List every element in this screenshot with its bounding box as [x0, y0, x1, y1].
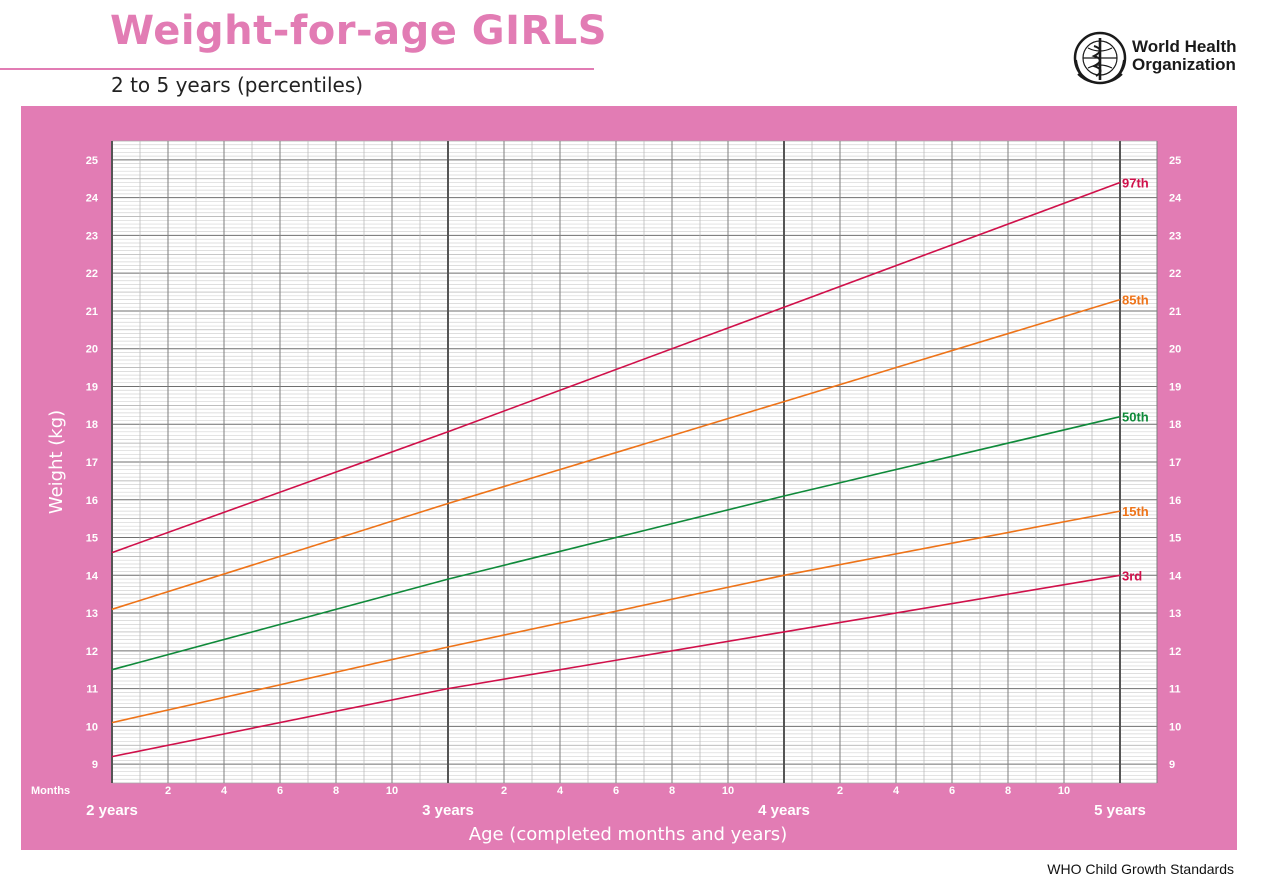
- y-tick-label-right: 23: [1169, 230, 1181, 242]
- y-tick-label-right: 11: [1169, 684, 1181, 696]
- y-tick-label-left: 12: [86, 646, 98, 658]
- series-line-85th: [111, 298, 1121, 611]
- y-tick-label-left: 22: [86, 268, 98, 280]
- y-tick-label-right: 13: [1169, 608, 1181, 620]
- x-tick-label: 4: [893, 785, 900, 797]
- y-tick-label-right: 16: [1169, 495, 1181, 507]
- y-tick-label-left: 17: [86, 457, 98, 469]
- y-tick-label-left: 11: [86, 684, 98, 696]
- y-tick-label-right: 10: [1169, 721, 1181, 733]
- y-tick-label-left: 25: [86, 155, 98, 167]
- y-tick-label-left: 13: [86, 608, 98, 620]
- series-line-15th: [111, 510, 1121, 724]
- y-tick-label-right: 18: [1169, 419, 1181, 431]
- x-year-label: 3 years: [422, 802, 474, 819]
- series-label-50th: 50th: [1122, 410, 1149, 425]
- y-tick-label-left: 23: [86, 230, 98, 242]
- x-year-label: 4 years: [758, 802, 810, 819]
- y-tick-label-left: 18: [86, 419, 98, 431]
- x-tick-label: 10: [1058, 785, 1070, 797]
- y-tick-label-left: 21: [86, 306, 98, 318]
- y-tick-label-right: 15: [1169, 533, 1181, 545]
- x-tick-label: 6: [277, 785, 283, 797]
- series-line-3rd: [111, 574, 1121, 758]
- x-tick-label: 10: [722, 785, 734, 797]
- footer-credit: WHO Child Growth Standards: [1047, 861, 1234, 877]
- x-axis-title: Age (completed months and years): [469, 824, 787, 845]
- x-tick-label: 4: [221, 785, 228, 797]
- x-tick-label: 6: [613, 785, 619, 797]
- y-axis-title: Weight (kg): [46, 410, 67, 514]
- organization-name: World Health Organization: [1132, 38, 1237, 74]
- x-tick-label: 8: [669, 785, 675, 797]
- y-tick-label-right: 25: [1169, 155, 1181, 167]
- series-label-15th: 15th: [1122, 504, 1149, 519]
- chart-subtitle: 2 to 5 years (percentiles): [111, 73, 364, 97]
- y-tick-label-left: 14: [86, 570, 99, 582]
- organization-name-line1: World Health: [1132, 37, 1237, 56]
- x-tick-label: 2: [837, 785, 843, 797]
- y-tick-label-right: 19: [1169, 381, 1181, 393]
- organization-name-line2: Organization: [1132, 55, 1236, 74]
- y-tick-label-right: 12: [1169, 646, 1181, 658]
- y-tick-label-left: 9: [92, 759, 98, 771]
- x-tick-label: 4: [557, 785, 564, 797]
- vertical-grid: [111, 141, 1121, 783]
- series-label-85th: 85th: [1122, 293, 1149, 308]
- series-label-3rd: 3rd: [1122, 568, 1142, 583]
- y-tick-label-left: 10: [86, 721, 98, 733]
- y-tick-label-right: 17: [1169, 457, 1181, 469]
- x-tick-label: 10: [386, 785, 398, 797]
- x-tick-label: 2: [165, 785, 171, 797]
- horizontal-grid: [112, 140, 1157, 784]
- y-tick-label-right: 21: [1169, 306, 1181, 318]
- y-tick-label-right: 14: [1169, 570, 1182, 582]
- y-tick-label-left: 16: [86, 495, 98, 507]
- y-tick-label-right: 20: [1169, 344, 1181, 356]
- series-line-97th: [111, 181, 1121, 554]
- y-tick-label-right: 24: [1169, 193, 1182, 205]
- title-divider: [0, 68, 594, 70]
- x-year-label: 2 years: [86, 802, 138, 819]
- series-label-97th: 97th: [1122, 176, 1149, 191]
- y-tick-label-left: 24: [86, 193, 99, 205]
- y-tick-label-right: 22: [1169, 268, 1181, 280]
- y-tick-label-left: 19: [86, 381, 98, 393]
- x-tick-label: 8: [333, 785, 339, 797]
- y-tick-label-left: 15: [86, 533, 98, 545]
- chart-title: Weight-for-age GIRLS: [110, 8, 608, 54]
- y-tick-label-left: 20: [86, 344, 98, 356]
- x-tick-label: 2: [501, 785, 507, 797]
- x-year-label: 5 years: [1094, 802, 1146, 819]
- y-tick-label-right: 9: [1169, 759, 1175, 771]
- series-line-50th: [111, 415, 1121, 671]
- who-emblem-icon: [1073, 31, 1127, 85]
- x-tick-label: 6: [949, 785, 955, 797]
- x-months-label: Months: [31, 785, 70, 797]
- x-tick-label: 8: [1005, 785, 1011, 797]
